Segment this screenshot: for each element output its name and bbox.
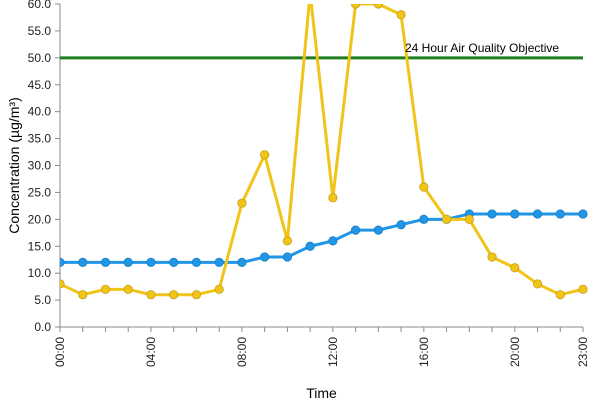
series-1-point [60, 257, 65, 267]
series-1-point [419, 214, 429, 224]
series-2-point [555, 290, 565, 300]
y-axis: 0.0 5.0 10.0 15.0 20.0 25.0 30.0 35.0 40.0 45.0 50… [28, 0, 61, 334]
series-2-point [373, 4, 383, 9]
series-2-point [237, 198, 247, 208]
y-tick-label: 0.0 [34, 320, 51, 334]
series-2-point [123, 284, 133, 294]
x-tick-label: 00:00 [53, 337, 67, 367]
series-group [60, 4, 588, 300]
series-2-point [396, 10, 406, 20]
series-1-point [146, 257, 156, 267]
reference-line-label: 24 Hour Air Quality Objective [405, 41, 559, 55]
series-1-point [123, 257, 133, 267]
series-1-point [396, 220, 406, 230]
series-1-point [78, 257, 88, 267]
y-tick-label: 60.0 [28, 0, 52, 11]
series-1-point [169, 257, 179, 267]
series-2-point [441, 214, 452, 224]
y-tick-label: 10.0 [28, 266, 52, 280]
series-2-point [487, 252, 497, 262]
series-1-point [510, 209, 520, 219]
y-tick-label: 15.0 [28, 239, 52, 253]
series-1-line [60, 212, 583, 264]
series-2-point [260, 150, 270, 160]
y-tick-label: 45.0 [28, 78, 52, 92]
series-2-point [578, 284, 588, 294]
series-1-point [328, 236, 338, 246]
series-2-point [419, 182, 429, 192]
series-1-point [100, 257, 111, 267]
series-1-point [555, 209, 565, 219]
series-1-point [260, 252, 270, 262]
series-1-point [487, 209, 497, 219]
series-2-point [78, 290, 88, 300]
series-1-point [532, 209, 543, 219]
x-tick-label: 12:00 [326, 337, 340, 367]
y-tick-label: 20.0 [28, 212, 52, 226]
series-1-point [351, 225, 361, 235]
series-2-point [510, 263, 520, 273]
y-tick-label: 55.0 [28, 24, 52, 38]
series-2-point [282, 236, 292, 246]
x-tick-label: 04:00 [144, 337, 158, 367]
x-axis: 00:00 04:00 08:00 12:00 16:00 20:00 23:00 [53, 326, 590, 367]
series-2-point [100, 284, 111, 294]
x-tick-label: 20:00 [508, 337, 522, 367]
x-tick-label: 16:00 [417, 337, 431, 367]
series-1-point [191, 257, 202, 267]
series-2-point [191, 290, 202, 300]
series-2-point [532, 279, 543, 289]
x-tick-label: 08:00 [235, 337, 249, 367]
series-2-point [351, 4, 361, 9]
y-tick-label: 5.0 [34, 293, 51, 307]
series-2-point [60, 279, 65, 289]
series-2-point [146, 290, 156, 300]
series-2-point [328, 193, 338, 203]
series-1-point [214, 257, 224, 267]
series-1-point [237, 257, 247, 267]
x-axis-title: Time [306, 385, 337, 400]
y-tick-label: 25.0 [28, 185, 52, 199]
series-1-point [373, 225, 383, 235]
series-1-point [578, 209, 588, 219]
series-1-point [282, 252, 292, 262]
series-2-point [214, 284, 224, 294]
series-1-point [305, 241, 315, 251]
y-axis-title: Concentration (µg/m³) [6, 97, 22, 233]
y-tick-label: 40.0 [28, 105, 52, 119]
series-2-point [464, 214, 474, 224]
y-tick-label: 35.0 [28, 132, 52, 146]
y-tick-label: 30.0 [28, 159, 52, 173]
series-2-point [169, 290, 179, 300]
x-tick-label: 23:00 [576, 337, 590, 367]
y-tick-label: 50.0 [28, 51, 52, 65]
